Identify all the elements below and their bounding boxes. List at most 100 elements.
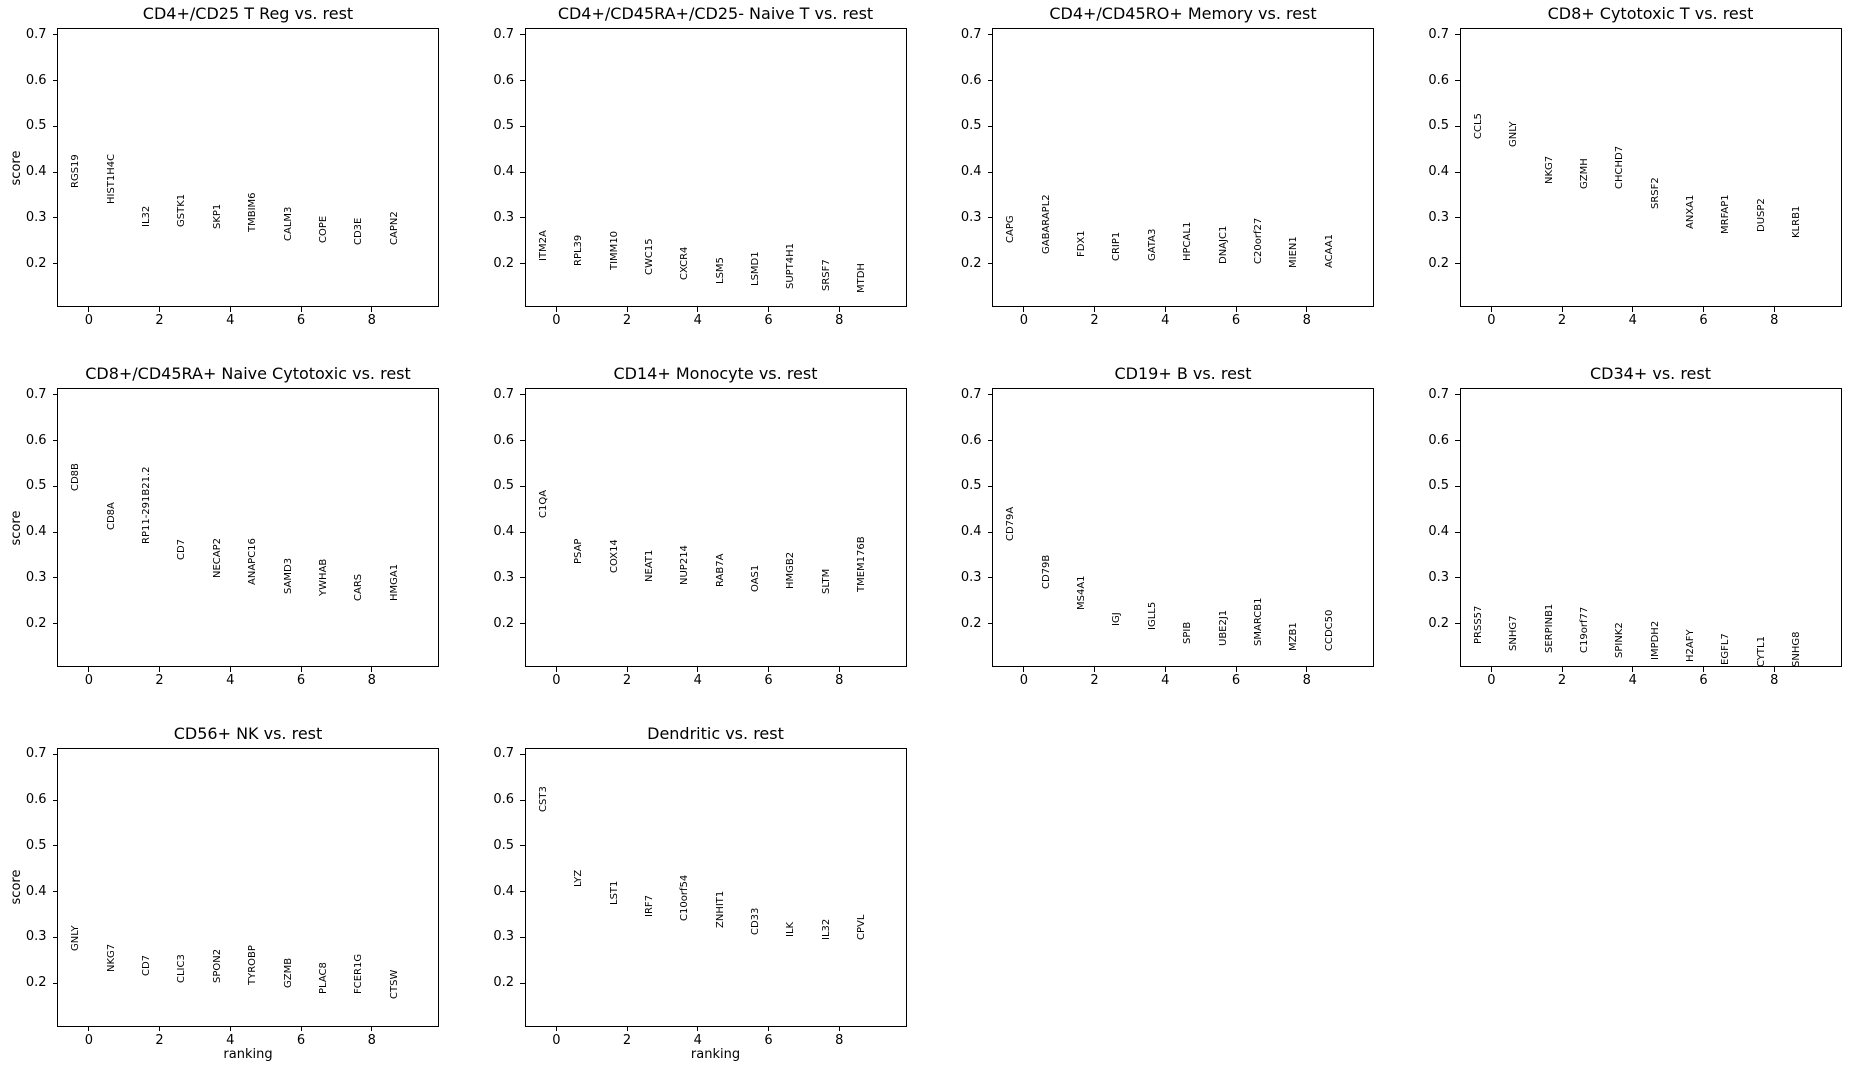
gene-label: GNLY <box>70 925 82 952</box>
y-tick-label: 0.7 <box>25 26 47 42</box>
gene-label: SKP1 <box>211 203 223 230</box>
y-tick-mark <box>52 171 57 173</box>
gene-label: YWHAB <box>317 558 329 597</box>
gene-label: IGJ <box>1111 612 1123 626</box>
y-tick-label: 0.3 <box>25 569 47 585</box>
gene-label: MIEN1 <box>1288 236 1300 269</box>
gene-label: CXCR4 <box>679 246 691 280</box>
y-tick-label: 0.5 <box>1428 118 1449 134</box>
subplot-title: CD8+ Cytotoxic T vs. rest <box>1547 4 1754 23</box>
y-tick-mark <box>52 623 57 625</box>
gene-label: RGS19 <box>70 154 82 189</box>
x-tick-mark <box>768 307 770 312</box>
y-tick-label: 0.3 <box>25 209 47 225</box>
x-tick-label: 2 <box>1090 313 1099 328</box>
gene-label: COPE <box>317 215 329 243</box>
x-tick-label: 8 <box>1770 673 1779 688</box>
y-tick-mark <box>520 531 525 533</box>
x-tick-mark <box>838 667 840 672</box>
x-tick-label: 2 <box>1557 673 1567 688</box>
y-tick-mark <box>520 217 525 219</box>
y-tick-mark <box>520 891 525 893</box>
y-tick-label: 0.7 <box>960 386 982 402</box>
x-tick-label: 6 <box>1231 673 1241 688</box>
y-tick-label: 0.2 <box>1428 255 1449 271</box>
x-tick-mark <box>555 1026 557 1031</box>
y-tick-label: 0.3 <box>493 209 514 225</box>
y-tick-label: 0.7 <box>1428 26 1449 42</box>
y-tick-label: 0.6 <box>1428 432 1449 448</box>
y-tick-mark <box>987 171 992 173</box>
x-tick-mark <box>1306 667 1308 672</box>
gene-label: GNLY <box>1508 121 1520 147</box>
gene-label: CRIP1 <box>1111 231 1123 262</box>
gene-label: HMGB2 <box>785 552 797 590</box>
gene-label: SPIB <box>1182 621 1194 645</box>
gene-label: CCL5 <box>1472 113 1484 140</box>
y-tick-mark <box>1455 394 1460 396</box>
x-tick-mark <box>697 1026 699 1031</box>
gene-label: PSAP <box>573 538 585 565</box>
gene-label: PLAC8 <box>317 962 329 995</box>
plot-frame <box>57 747 439 1027</box>
x-tick-label: 8 <box>835 673 844 688</box>
x-tick-label: 8 <box>367 1032 376 1048</box>
y-tick-label: 0.4 <box>493 524 514 540</box>
x-tick-label: 4 <box>1628 673 1637 688</box>
x-tick-label: 8 <box>1302 313 1311 328</box>
gene-label: C10orf54 <box>679 875 691 922</box>
y-tick-mark <box>520 577 525 579</box>
y-tick-label: 0.3 <box>1428 569 1449 585</box>
y-tick-mark <box>52 125 57 127</box>
x-tick-label: 4 <box>1161 313 1170 328</box>
y-tick-label: 0.2 <box>493 975 514 991</box>
gene-label: LSM5 <box>714 257 726 285</box>
subplot-title: CD8+/CD45RA+ Naive Cytotoxic vs. rest <box>85 364 411 383</box>
y-tick-mark <box>52 891 57 893</box>
gene-label: DNAJC1 <box>1217 225 1229 264</box>
gene-label: IL32 <box>141 205 153 227</box>
y-tick-mark <box>987 531 992 533</box>
x-axis-label: ranking <box>690 1046 741 1062</box>
plot-frame <box>1459 28 1842 307</box>
x-axis-label: ranking <box>223 1046 273 1062</box>
gene-label: SNHG8 <box>1791 631 1803 667</box>
y-tick-label: 0.3 <box>25 929 47 945</box>
y-tick-mark <box>520 982 525 984</box>
y-tick-mark <box>52 485 57 487</box>
y-tick-label: 0.5 <box>25 478 47 494</box>
gene-label: CD8A <box>105 501 117 530</box>
y-tick-mark <box>52 799 57 801</box>
x-tick-mark <box>159 667 161 672</box>
y-tick-label: 0.7 <box>1428 386 1449 402</box>
x-tick-mark <box>1773 667 1775 672</box>
y-tick-label: 0.3 <box>960 569 982 585</box>
x-tick-mark <box>88 1026 90 1031</box>
y-tick-label: 0.5 <box>493 478 514 494</box>
y-tick-mark <box>520 263 525 265</box>
x-tick-label: 6 <box>764 673 773 688</box>
gene-label: CST3 <box>537 785 549 812</box>
x-tick-mark <box>1703 667 1705 672</box>
y-tick-mark <box>520 936 525 938</box>
gene-label: MS4A1 <box>1076 575 1088 610</box>
plot-frame <box>57 28 439 307</box>
x-tick-mark <box>300 1026 302 1031</box>
gene-label: IRF7 <box>643 894 655 917</box>
gene-label: SAMD3 <box>282 557 294 594</box>
gene-label: ANAPC16 <box>247 537 259 585</box>
y-tick-label: 0.5 <box>493 118 514 134</box>
x-tick-mark <box>697 307 699 312</box>
gene-label: SMARCB1 <box>1252 597 1264 647</box>
subplot-title: CD4+/CD45RO+ Memory vs. rest <box>1049 4 1317 23</box>
y-tick-mark <box>520 80 525 82</box>
y-tick-mark <box>1455 34 1460 36</box>
x-tick-mark <box>1094 667 1096 672</box>
y-tick-label: 0.6 <box>960 432 982 448</box>
plot-frame <box>992 28 1374 307</box>
y-tick-label: 0.6 <box>493 792 514 808</box>
x-tick-mark <box>1490 307 1492 312</box>
y-tick-label: 0.4 <box>493 164 514 180</box>
y-tick-mark <box>987 440 992 442</box>
gene-label: ILK <box>785 922 797 938</box>
